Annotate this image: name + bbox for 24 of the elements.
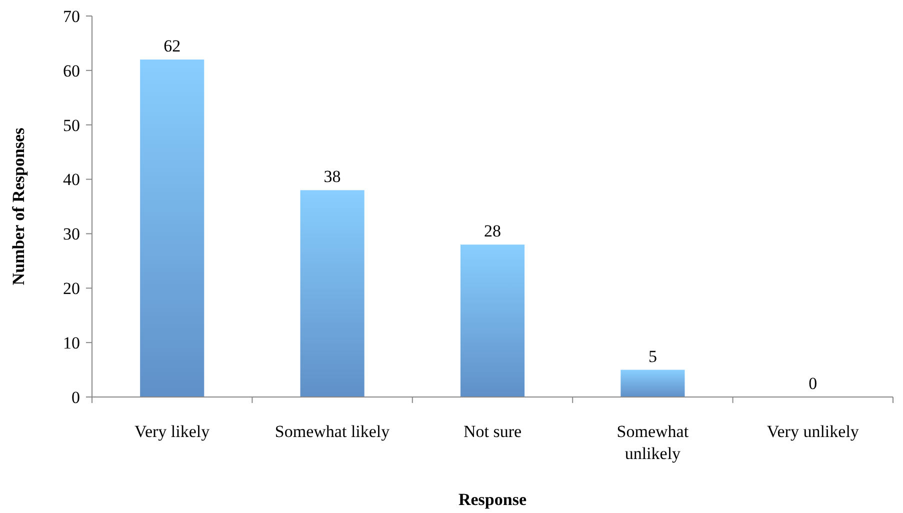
bar [460, 244, 525, 397]
y-tick-label: 70 [63, 6, 80, 26]
x-tick-label: Somewhat unlikely [616, 422, 689, 463]
x-tick-label: Very unlikely [766, 422, 860, 441]
y-tick-label: 40 [63, 170, 80, 190]
y-axis-title: Number of Responses [9, 127, 28, 286]
y-tick-label: 50 [63, 116, 80, 135]
data-label: 62 [164, 36, 181, 56]
x-tick-label: Somewhat likely [274, 422, 390, 441]
bar [300, 190, 364, 397]
x-tick-label: Very likely [134, 422, 210, 441]
bar [140, 60, 204, 397]
bar [620, 370, 685, 397]
y-tick-label: 60 [63, 61, 80, 80]
data-label: 5 [648, 346, 657, 366]
data-label: 28 [484, 222, 501, 241]
y-tick-label: 0 [72, 388, 80, 407]
y-tick-label: 20 [63, 279, 80, 298]
y-tick-label: 30 [63, 224, 80, 244]
x-tick-label: Not sure [463, 422, 522, 441]
data-label: 38 [324, 167, 341, 186]
data-label: 0 [808, 374, 818, 393]
y-tick-label: 10 [63, 334, 80, 353]
x-axis-title: Response [458, 490, 527, 509]
